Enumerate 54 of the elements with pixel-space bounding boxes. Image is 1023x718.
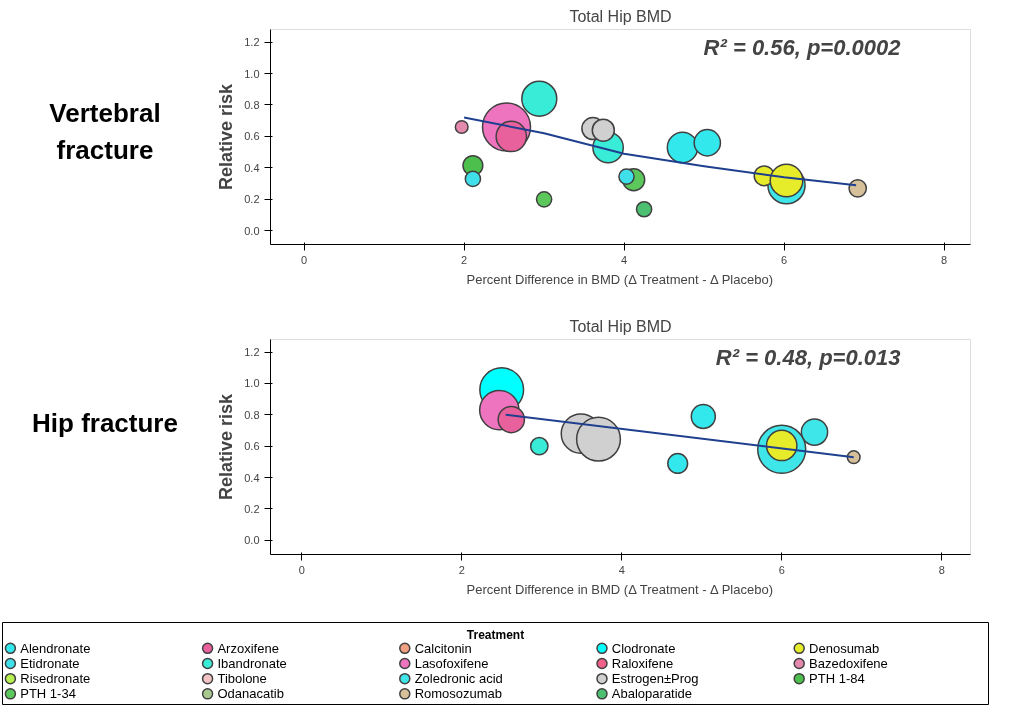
- legend-label: Etidronate: [20, 656, 80, 671]
- legend-label: Alendronate: [20, 640, 91, 656]
- legend-label: Tibolone: [217, 671, 267, 687]
- legend-label: PTH 1-34: [20, 686, 76, 702]
- y-tick-label: 0.6: [244, 440, 260, 453]
- y-tick-label: 0.2: [244, 193, 260, 206]
- y-tick-label: 1.2: [244, 346, 260, 359]
- chart-title: Total Hip BMD: [569, 7, 672, 25]
- legend-label: Romosozumab: [414, 686, 503, 702]
- legend-label: Zoledronic acid: [414, 671, 503, 687]
- x-tick-label: 4: [621, 253, 628, 266]
- y-tick-label: 0.2: [244, 502, 260, 515]
- legend-label: Risedronate: [20, 671, 91, 687]
- y-axis-title: Relative risk: [216, 82, 237, 191]
- x-tick-label: 8: [938, 563, 945, 576]
- y-tick-label: 1.0: [244, 377, 260, 390]
- x-tick-label: 0: [301, 253, 308, 266]
- y-axis-title: Relative risk: [216, 392, 237, 501]
- x-tick-label: 8: [941, 253, 948, 266]
- y-tick-label: 0.8: [244, 408, 260, 421]
- legend-label: Denosumab: [809, 640, 880, 656]
- legend-label: Lasofoxifene: [414, 656, 489, 671]
- x-axis-title: Percent Difference in BMD (Δ Treatment - Δ Placebo): [466, 581, 773, 597]
- y-tick-label: 0.0: [244, 224, 260, 237]
- x-tick-label: 6: [781, 253, 788, 266]
- text: Vertebral fracture: [48, 97, 162, 168]
- x-tick-label: 0: [298, 563, 305, 576]
- legend-label: Clodronate: [611, 640, 676, 656]
- legend-label: Estrogen±Prog: [611, 671, 699, 687]
- chart-title: Total Hip BMD: [569, 317, 672, 335]
- text: Hip fracture: [32, 407, 178, 440]
- legend-label: Raloxifene: [611, 656, 674, 671]
- x-tick-label: 2: [458, 563, 465, 576]
- x-axis-title: Percent Difference in BMD (Δ Treatment - Δ Placebo): [466, 271, 773, 287]
- legend-title: Treatment: [466, 628, 525, 643]
- legend-label: Calcitonin: [414, 640, 472, 656]
- y-tick-label: 0.6: [244, 130, 260, 143]
- legend-label: Bazedoxifene: [809, 656, 888, 671]
- y-tick-label: 1.2: [244, 36, 260, 49]
- y-tick-label: 0.4: [244, 471, 260, 484]
- y-tick-label: 0.4: [244, 161, 260, 174]
- y-tick-label: 0.8: [244, 98, 260, 111]
- x-tick-label: 4: [618, 563, 625, 576]
- x-tick-label: 6: [778, 563, 785, 576]
- annotation: R² = 0.48, p=0.013: [715, 344, 901, 370]
- legend-label: Arzoxifene: [217, 640, 279, 656]
- legend-label: Abaloparatide: [611, 686, 693, 702]
- y-tick-label: 0.0: [244, 534, 260, 547]
- y-tick-label: 1.0: [244, 67, 260, 80]
- annotation: R² = 0.56, p=0.0002: [703, 34, 902, 60]
- legend-label: Odanacatib: [217, 686, 284, 702]
- legend-label: Ibandronate: [217, 656, 287, 671]
- legend-label: PTH 1-84: [809, 671, 865, 687]
- x-tick-label: 2: [461, 253, 468, 266]
